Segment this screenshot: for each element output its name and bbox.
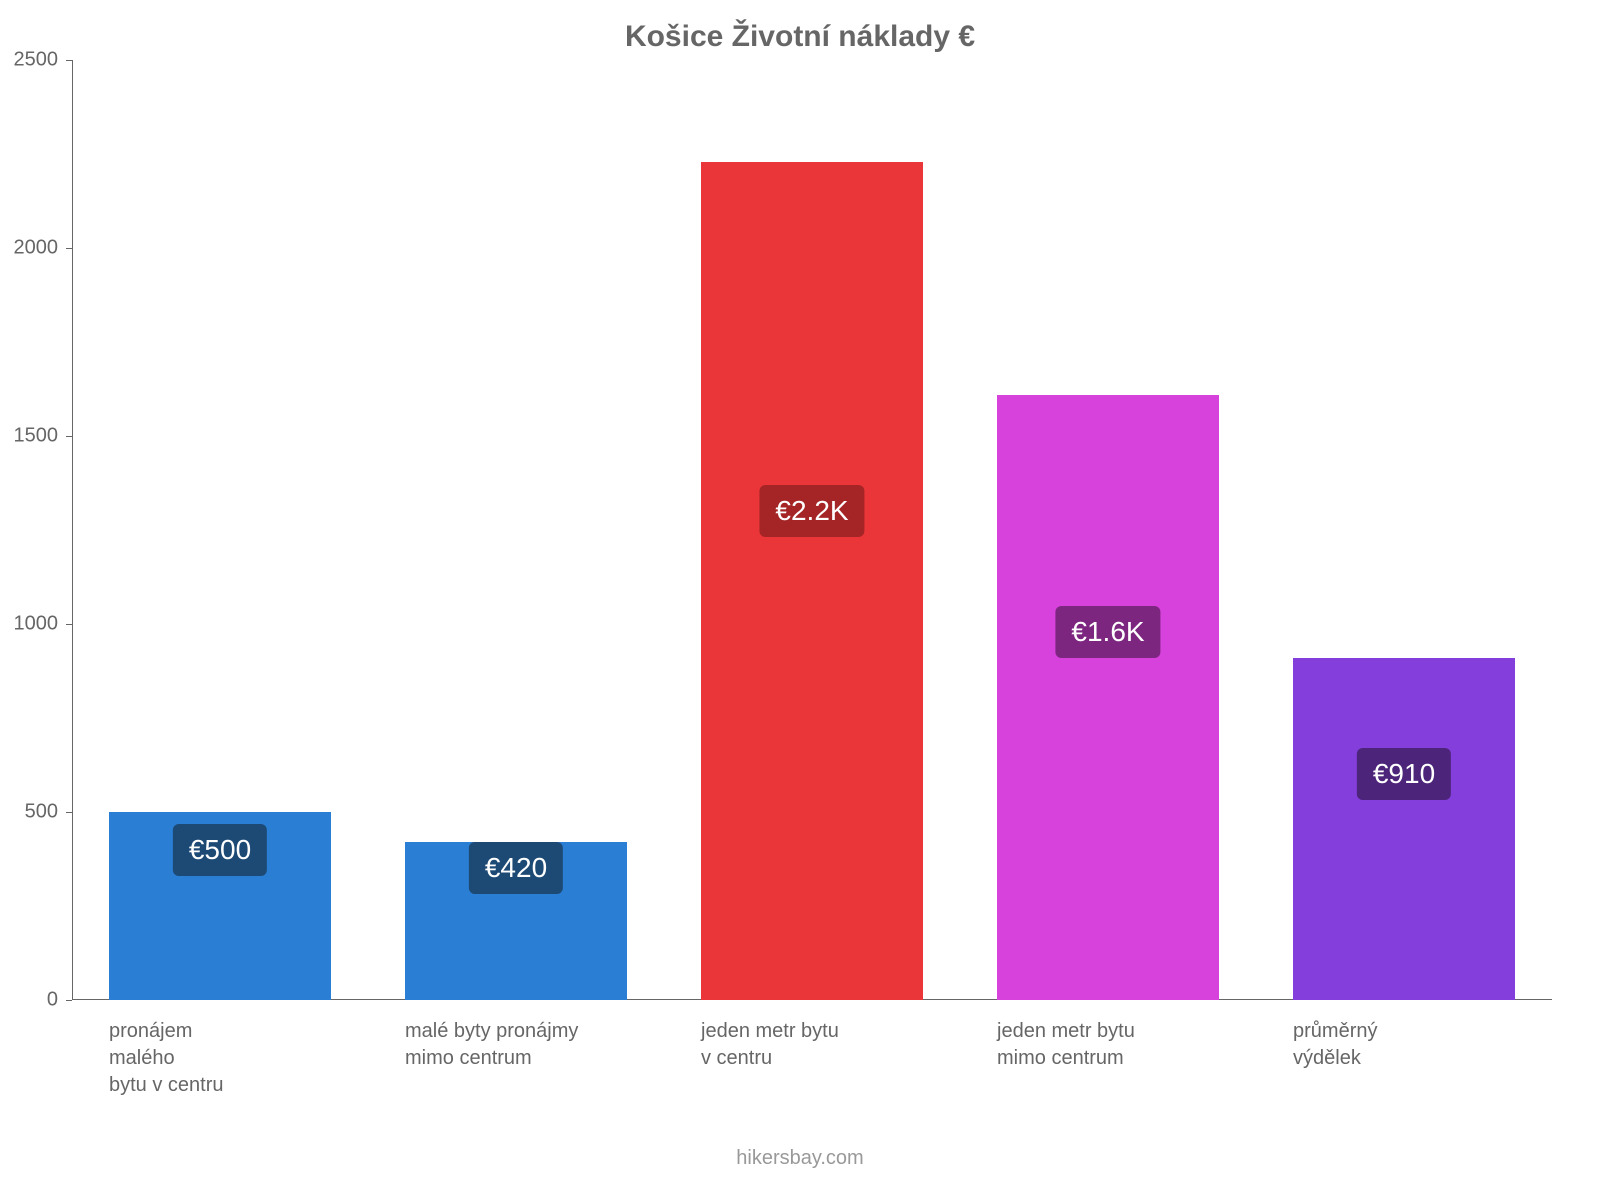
- bar-value-label: €910: [1357, 748, 1451, 800]
- x-category-label: průměrný výdělek: [1293, 1000, 1515, 1072]
- bar: [701, 162, 923, 1000]
- y-tick-label: 2000: [14, 237, 73, 260]
- bar-value-label: €420: [469, 842, 563, 894]
- chart-title: Košice Životní náklady €: [0, 20, 1600, 54]
- bar: [997, 395, 1219, 1000]
- x-category-label: malé byty pronájmy mimo centrum: [405, 1000, 627, 1072]
- x-category-label: jeden metr bytu v centru: [701, 1000, 923, 1072]
- chart-footer: hikersbay.com: [0, 1147, 1600, 1170]
- plot-area: 05001000150020002500€500pronájem malého …: [72, 60, 1552, 1000]
- y-tick-label: 1000: [14, 613, 73, 636]
- bar-value-label: €2.2K: [759, 485, 864, 537]
- y-tick-label: 2500: [14, 49, 73, 72]
- x-category-label: pronájem malého bytu v centru: [109, 1000, 331, 1099]
- y-tick-label: 0: [47, 989, 72, 1012]
- chart-container: Košice Životní náklady € 050010001500200…: [0, 0, 1600, 1200]
- y-tick-label: 500: [25, 801, 72, 824]
- y-tick-label: 1500: [14, 425, 73, 448]
- bar: [1293, 658, 1515, 1000]
- bar-value-label: €500: [173, 824, 267, 876]
- y-axis-line: [72, 60, 73, 1000]
- bar-value-label: €1.6K: [1055, 606, 1160, 658]
- x-category-label: jeden metr bytu mimo centrum: [997, 1000, 1219, 1072]
